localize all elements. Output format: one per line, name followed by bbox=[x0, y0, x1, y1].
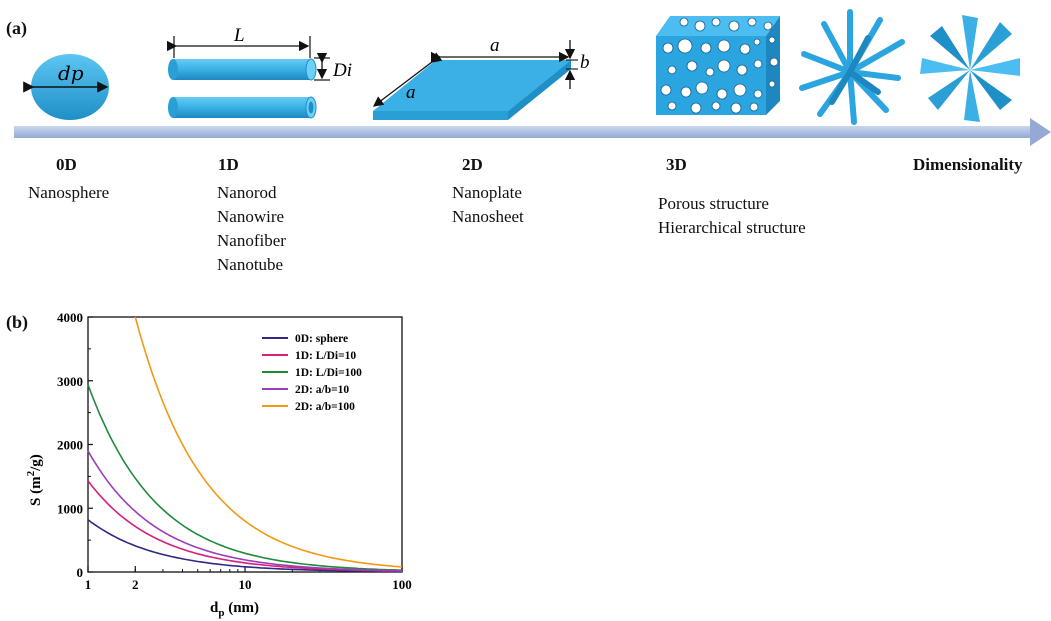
series-line-3 bbox=[87, 450, 403, 572]
x-tick-label: 1 bbox=[85, 577, 92, 592]
nanorod-shape: L Di bbox=[166, 25, 352, 119]
dim-0d-heading: 0D bbox=[56, 155, 77, 174]
x-axis-label: dp (nm) bbox=[210, 600, 259, 619]
dimensionality-axis-label: Dimensionality bbox=[913, 155, 1023, 174]
list-item: Nanorod bbox=[217, 183, 277, 202]
dimensionality-illustration: dp L Di a a bbox=[14, 9, 1051, 146]
legend-label: 2D: a/b=100 bbox=[295, 401, 355, 413]
y-tick-label: 0 bbox=[77, 565, 84, 580]
legend-label: 0D: sphere bbox=[295, 333, 348, 345]
hierarchical-rods-shape bbox=[799, 9, 905, 125]
x-tick-label: 10 bbox=[239, 577, 252, 592]
plate-side-top-label: a bbox=[490, 35, 500, 56]
list-item: Nanosheet bbox=[452, 207, 524, 226]
series-line-4 bbox=[134, 316, 403, 568]
x-tick-label: 2 bbox=[132, 577, 139, 592]
panel-a-label: (a) bbox=[6, 18, 27, 38]
nanosphere-shape: dp bbox=[23, 54, 109, 120]
dim-1d-list: Nanorod Nanowire Nanofiber Nanotube bbox=[217, 181, 286, 277]
list-item: Nanoplate bbox=[452, 183, 522, 202]
legend-label: 2D: a/b=10 bbox=[295, 384, 349, 396]
plate-thickness-label: b bbox=[580, 52, 590, 73]
rod-length-label: L bbox=[233, 25, 245, 46]
nanoplate-shape: a a b bbox=[372, 35, 590, 120]
legend-label: 1D: L/Di=10 bbox=[295, 350, 356, 362]
list-item: Nanotube bbox=[217, 255, 284, 274]
porous-structure-shape bbox=[656, 16, 780, 115]
list-item: Hierarchical structure bbox=[658, 218, 806, 237]
series-line-1 bbox=[87, 480, 402, 572]
sphere-diameter-label: dp bbox=[58, 61, 84, 85]
y-axis-label: S (m2/g) bbox=[25, 454, 44, 506]
list-item: Nanofiber bbox=[217, 231, 286, 250]
list-item: Nanowire bbox=[217, 207, 285, 226]
rod-diameter-label: Di bbox=[332, 60, 352, 81]
dimensionality-arrow bbox=[14, 118, 1051, 146]
y-tick-label: 4000 bbox=[57, 311, 83, 325]
hierarchical-sheets-shape bbox=[920, 15, 1020, 122]
list-item: Nanosphere bbox=[28, 183, 110, 202]
y-tick-label: 1000 bbox=[57, 501, 83, 516]
y-tick-label: 2000 bbox=[57, 438, 83, 453]
panel-b-label: (b) bbox=[6, 312, 28, 332]
list-item: Porous structure bbox=[658, 194, 769, 213]
dim-0d-list: Nanosphere bbox=[28, 181, 109, 205]
legend-label: 1D: L/Di=100 bbox=[295, 367, 362, 379]
surface-area-chart: 0 1000 2000 3000 4000 1 2 10 100 0D: sphere 1D: L… bbox=[25, 311, 412, 619]
y-tick-label: 3000 bbox=[57, 374, 83, 389]
dim-3d-heading: 3D bbox=[666, 155, 687, 174]
dim-1d-heading: 1D bbox=[218, 155, 239, 174]
dim-2d-heading: 2D bbox=[462, 155, 483, 174]
plate-side-left-label: a bbox=[406, 82, 416, 103]
series-line-0 bbox=[87, 519, 402, 573]
x-tick-label: 100 bbox=[392, 577, 412, 592]
dim-2d-list: Nanoplate Nanosheet bbox=[452, 181, 524, 229]
dim-3d-list: Porous structure Hierarchical structure bbox=[658, 192, 806, 240]
series-line-2 bbox=[87, 384, 403, 571]
